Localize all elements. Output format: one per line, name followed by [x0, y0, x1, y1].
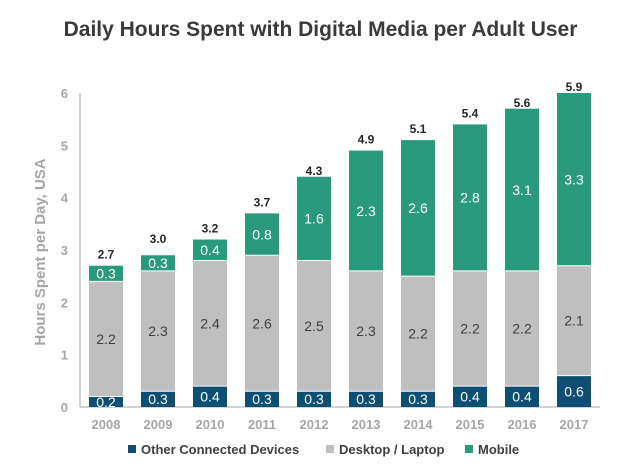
bar-value-label: 2.6: [252, 315, 272, 331]
y-tick-label: 4: [61, 191, 69, 206]
bar-total-label: 5.1: [410, 122, 427, 136]
bar-segment: [557, 375, 591, 407]
bar-value-label: 0.3: [356, 391, 376, 407]
bar-segment: [557, 93, 591, 266]
bar-value-label: 0.3: [148, 391, 168, 407]
bar-value-label: 0.8: [252, 226, 272, 242]
bar-value-label: 0.2: [96, 394, 116, 410]
bar-segment: [557, 265, 591, 376]
bar-segment: [505, 270, 539, 387]
y-axis-label: Hours Spent per Day, USA: [32, 158, 49, 345]
legend-label: Other Connected Devices: [141, 442, 299, 457]
bar-segment: [401, 391, 435, 407]
bar-value-label: 0.6: [564, 383, 584, 399]
bar-segment: [297, 391, 331, 407]
bar-segment: [245, 213, 279, 256]
legend-label: Mobile: [478, 442, 519, 457]
bar-value-label: 2.4: [200, 315, 220, 331]
bar-value-label: 0.3: [148, 255, 168, 271]
bar-value-label: 0.3: [304, 391, 324, 407]
x-tick-label: 2015: [456, 417, 485, 432]
bar-segment: [401, 276, 435, 392]
x-tick-label: 2014: [404, 417, 434, 432]
bar-segment: [193, 239, 227, 261]
bar-total-label: 5.4: [462, 106, 479, 120]
bar-value-label: 0.3: [252, 391, 272, 407]
bar-value-label: 0.3: [96, 266, 116, 282]
bar-value-label: 2.2: [408, 326, 428, 342]
chart-title: Daily Hours Spent with Digital Media per…: [63, 18, 578, 41]
bar-value-label: 2.2: [512, 321, 532, 337]
bar-value-label: 2.3: [356, 203, 376, 219]
legend-swatch: [128, 445, 136, 453]
bar-total-label: 3.0: [150, 232, 167, 246]
y-tick-label: 2: [61, 295, 68, 310]
bar-value-label: 2.8: [460, 190, 480, 206]
bar-segment: [349, 391, 383, 407]
bar-segment: [401, 140, 435, 277]
bar-segment: [505, 386, 539, 407]
bar-value-label: 3.3: [564, 171, 584, 187]
x-tick-label: 2009: [144, 417, 173, 432]
legend-swatch: [326, 445, 334, 453]
bar-segment: [297, 260, 331, 392]
y-tick-label: 5: [61, 138, 68, 153]
bar-value-label: 2.1: [564, 313, 584, 329]
bar-segment: [453, 124, 487, 271]
bar-segment: [193, 260, 227, 387]
x-tick-label: 2012: [300, 417, 329, 432]
bar-segment: [505, 108, 539, 271]
bar-value-label: 2.3: [148, 323, 168, 339]
legend-label: Desktop / Laptop: [339, 442, 445, 457]
bar-segment: [349, 150, 383, 271]
bar-segment: [245, 255, 279, 392]
bar-segment: [89, 396, 123, 407]
x-tick-label: 2008: [92, 417, 121, 432]
bar-total-label: 2.7: [98, 248, 115, 262]
bar-value-label: 2.6: [408, 200, 428, 216]
bar-value-label: 0.4: [460, 389, 480, 405]
bar-segment: [453, 386, 487, 407]
x-tick-label: 2010: [196, 417, 225, 432]
bar-segment: [141, 391, 175, 407]
bar-total-label: 4.3: [306, 164, 323, 178]
bar-total-label: 4.9: [358, 133, 375, 147]
bar-value-label: 0.4: [200, 389, 220, 405]
bar-value-label: 2.3: [356, 323, 376, 339]
bar-value-label: 0.4: [200, 242, 220, 258]
bar-segment: [141, 270, 175, 392]
bar-total-label: 5.6: [514, 96, 531, 110]
bar-total-label: 5.9: [566, 80, 583, 94]
bar-segment: [89, 281, 123, 397]
bar-segment: [297, 176, 331, 261]
legend-swatch: [465, 445, 473, 453]
y-tick-label: 0: [61, 400, 68, 415]
bar-segment: [141, 255, 175, 271]
bar-value-label: 0.4: [512, 389, 532, 405]
bar-value-label: 1.6: [304, 211, 324, 227]
bar-total-label: 3.2: [202, 222, 219, 236]
bar-value-label: 0.3: [408, 391, 428, 407]
bar-value-label: 3.1: [512, 182, 532, 198]
bar-segment: [89, 265, 123, 282]
bar-value-label: 2.2: [460, 321, 480, 337]
bar-segment: [349, 270, 383, 392]
y-tick-label: 6: [61, 86, 68, 101]
bar-segment: [245, 391, 279, 407]
x-tick-label: 2016: [508, 417, 537, 432]
x-tick-label: 2011: [248, 417, 276, 432]
y-tick-label: 1: [61, 348, 68, 363]
x-tick-label: 2017: [560, 417, 589, 432]
bar-value-label: 2.2: [96, 331, 116, 347]
bar-segment: [453, 270, 487, 387]
bar-total-label: 3.7: [254, 195, 271, 209]
y-tick-label: 3: [61, 243, 68, 258]
bar-value-label: 2.5: [304, 318, 324, 334]
bar-segment: [193, 386, 227, 407]
x-tick-label: 2013: [352, 417, 381, 432]
